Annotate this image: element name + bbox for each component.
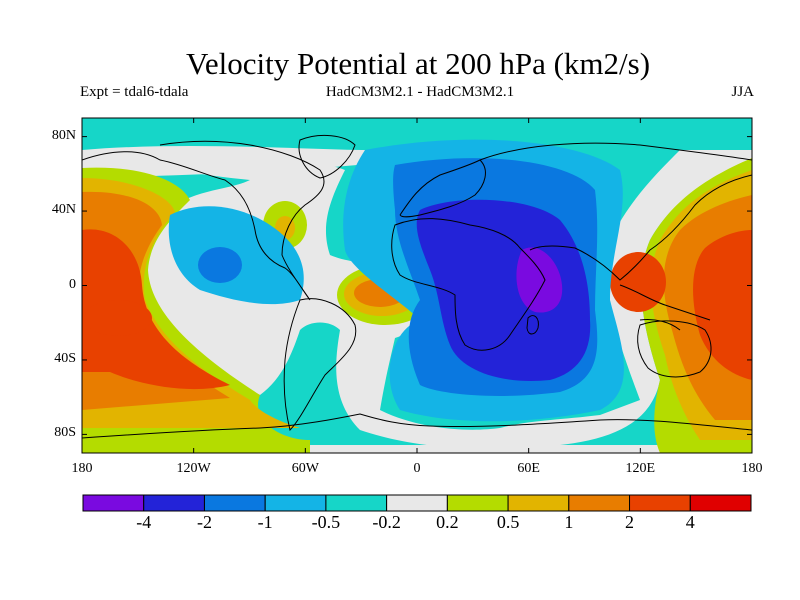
colorbar-label: -0.5	[311, 512, 341, 532]
lon-label: 120W	[176, 461, 211, 476]
colorbar-label: -1	[257, 512, 273, 532]
coast-north-america	[82, 140, 325, 301]
map-title: Velocity Potential at 200 hPa (km2/s)	[185, 46, 651, 81]
positive-core-pacific	[84, 300, 152, 336]
lat-label: 80N	[51, 127, 76, 143]
experiment-label: Expt = tdal6-tdala	[80, 84, 189, 100]
lon-label: 120E	[625, 461, 656, 476]
colorbar-label: 0.5	[496, 512, 520, 532]
colorbar-label: 2	[625, 512, 635, 532]
coast-australia	[637, 320, 712, 378]
lon-label: 0	[413, 461, 421, 476]
colorbar-swatch	[629, 494, 691, 512]
season-label: JJA	[731, 84, 754, 100]
positive-lobe-east-4	[693, 230, 752, 380]
colorbar-swatch	[264, 494, 327, 512]
colorbar-swatch	[325, 494, 388, 512]
lon-label: 60E	[517, 461, 540, 476]
lon-label: 180	[741, 461, 763, 476]
coast-south-america	[283, 298, 357, 431]
colorbar-swatch	[568, 494, 631, 512]
colorbar-swatch	[143, 494, 205, 512]
positive-core-maritime	[610, 252, 666, 312]
colorbar-label: 4	[685, 512, 695, 532]
colorbar-swatch	[203, 494, 266, 512]
positive-lobe-pacific-4	[82, 229, 230, 390]
lat-label: 40S	[54, 350, 76, 366]
lat-label: 80S	[54, 425, 76, 441]
colorbar-swatch	[689, 494, 752, 512]
colorbar-swatch	[386, 494, 448, 512]
coastlines	[82, 134, 752, 439]
coast-africa	[391, 218, 546, 351]
negative-core-africa	[516, 247, 563, 313]
colorbar-swatch	[446, 494, 509, 512]
coast-antarctica	[82, 413, 752, 439]
colorbar-label: -4	[136, 512, 152, 532]
model-label: HadCM3M2.1 - HadCM3M2.1	[325, 84, 515, 100]
lon-label: 180	[71, 461, 93, 476]
contour-field	[82, 118, 752, 453]
lon-label: 60W	[291, 461, 319, 476]
colorbar-swatch	[82, 494, 145, 512]
colorbar-swatch	[507, 494, 570, 512]
colorbar-label: -0.2	[372, 512, 401, 532]
coast-greenland	[298, 134, 356, 179]
coast-asia	[479, 142, 752, 281]
axis-ticks	[81, 118, 753, 453]
lat-label: 40N	[51, 202, 76, 218]
coast-europe	[399, 159, 486, 218]
lat-label: 0	[69, 276, 76, 292]
negative-core-americas	[198, 247, 242, 283]
colorbar-label: -2	[196, 512, 212, 532]
colorbar-label: 0.2	[436, 512, 459, 532]
colorbar-label: 1	[564, 512, 574, 532]
coast-madagascar	[526, 315, 539, 335]
